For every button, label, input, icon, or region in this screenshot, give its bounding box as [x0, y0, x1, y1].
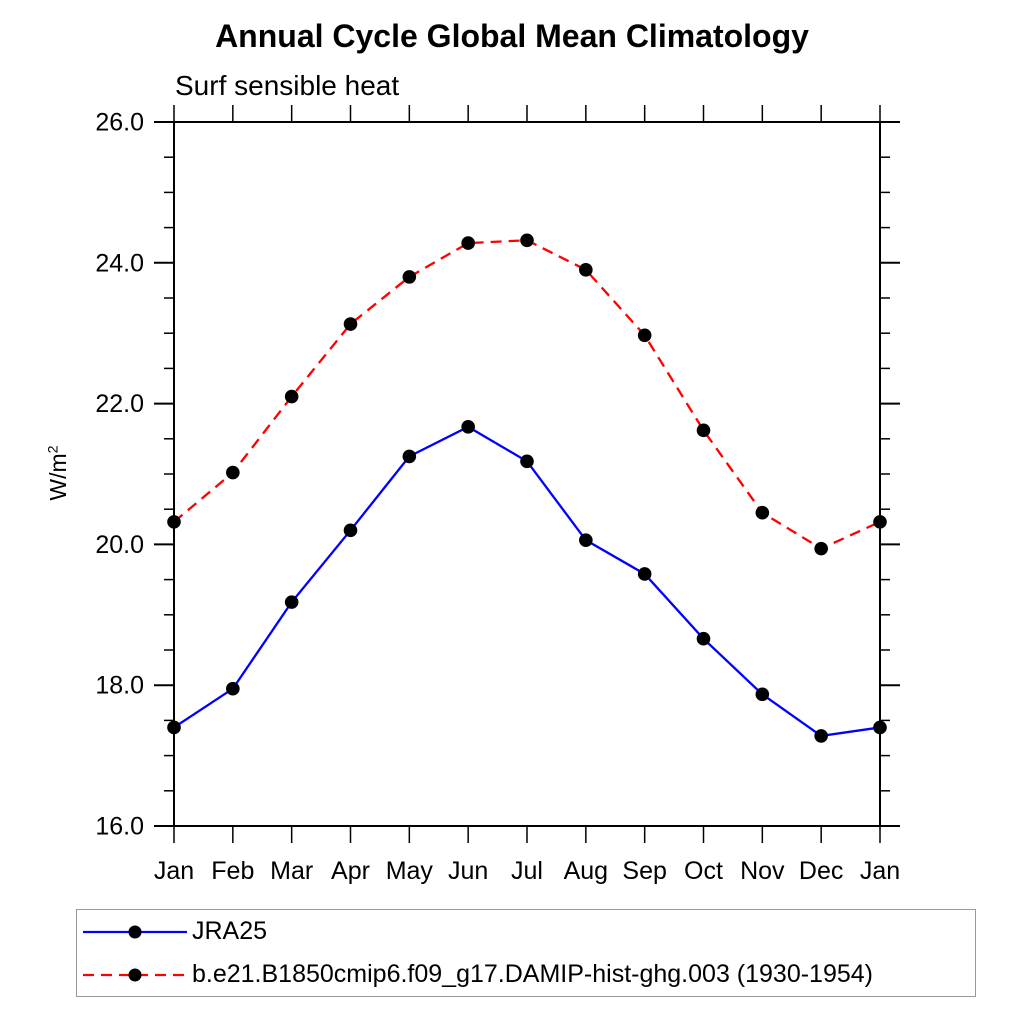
legend-label-1: b.e21.B1850cmip6.f09_g17.DAMIP-hist-ghg.… — [192, 960, 873, 988]
y-tick-label: 20.0 — [95, 531, 144, 559]
legend-marker-icon — [128, 968, 142, 981]
y-tick-label: 22.0 — [95, 390, 144, 418]
data-point-marker-0 — [402, 449, 417, 464]
legend-item-0: JRA25 — [77, 910, 975, 953]
x-tick-label: May — [386, 857, 434, 885]
series-line-1 — [173, 239, 881, 550]
x-tick-label: Nov — [740, 857, 785, 885]
x-tick-label: Dec — [799, 857, 843, 885]
data-point-marker-1 — [696, 423, 711, 438]
data-point-marker-0 — [520, 454, 534, 469]
chart-title: Annual Cycle Global Mean Climatology — [215, 18, 809, 54]
data-point-marker-1 — [814, 541, 828, 556]
legend-line-sample-0 — [83, 925, 187, 938]
data-point-marker-0 — [755, 687, 770, 702]
data-point-marker-0 — [167, 720, 181, 735]
x-tick-label: Feb — [211, 857, 254, 885]
x-tick-label: Apr — [331, 857, 370, 885]
data-point-marker-1 — [637, 328, 652, 343]
x-tick-label: Jun — [448, 857, 488, 885]
data-point-marker-1 — [402, 270, 417, 284]
data-point-marker-0 — [284, 595, 299, 609]
data-point-marker-0 — [579, 533, 593, 547]
series-line-0 — [173, 425, 881, 738]
x-tick-label: Jul — [511, 857, 543, 885]
y-tick-label: 24.0 — [95, 249, 144, 277]
data-point-marker-1 — [167, 515, 181, 529]
data-point-marker-0 — [696, 631, 711, 646]
data-point-marker-0 — [873, 720, 887, 735]
data-point-marker-0 — [814, 729, 828, 743]
legend-box: JRA25 b.e21.B1850cmip6.f09_g17.DAMIP-hist… — [76, 909, 976, 997]
y-tick-label: 26.0 — [95, 109, 144, 137]
data-point-marker-1 — [461, 236, 475, 250]
data-point-marker-0 — [343, 523, 358, 538]
data-point-marker-1 — [579, 263, 593, 277]
x-tick-label: Sep — [622, 857, 666, 885]
legend-item-1: b.e21.B1850cmip6.f09_g17.DAMIP-hist-ghg.… — [77, 953, 975, 996]
y-tick-label: 16.0 — [95, 813, 144, 841]
x-tick-label: Aug — [564, 857, 608, 885]
x-tick-label: Oct — [684, 857, 723, 885]
data-point-marker-1 — [284, 389, 299, 404]
data-point-marker-1 — [520, 233, 534, 248]
data-point-marker-0 — [637, 567, 652, 581]
data-point-marker-1 — [873, 515, 887, 529]
data-point-marker-1 — [755, 505, 770, 520]
y-tick-label: 18.0 — [95, 672, 144, 700]
data-point-marker-1 — [226, 465, 240, 480]
legend-marker-icon — [128, 925, 142, 938]
x-tick-label: Mar — [270, 857, 313, 885]
x-tick-label: Jan — [154, 857, 194, 885]
data-point-marker-0 — [461, 420, 475, 434]
x-tick-label: Jan — [860, 857, 900, 885]
legend-line-sample-1 — [83, 968, 187, 981]
data-point-marker-0 — [226, 681, 240, 696]
plot-frame — [173, 121, 881, 827]
data-point-marker-1 — [343, 317, 358, 331]
legend-label-0: JRA25 — [192, 917, 268, 945]
chart-subtitle: Surf sensible heat — [175, 70, 400, 101]
